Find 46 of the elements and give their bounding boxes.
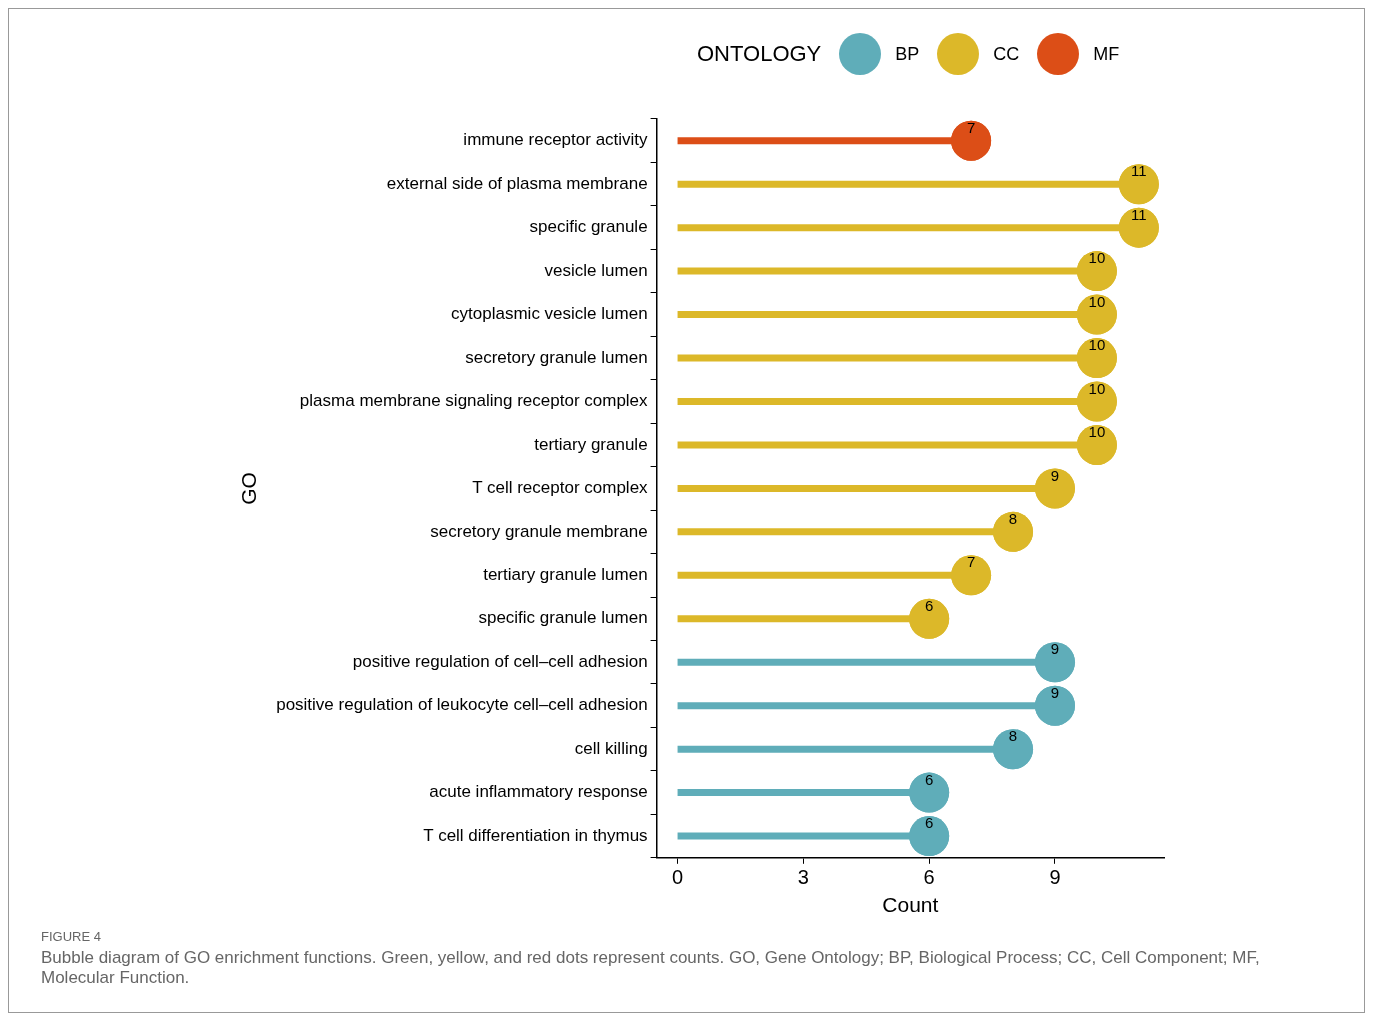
y-tick-label: immune receptor activity [463,130,649,150]
y-tick-label: plasma membrane signaling receptor complex [299,391,649,411]
y-tick-label: positive regulation of cell–cell adhesion [352,651,648,671]
data-label: 8 [1008,727,1018,745]
data-label: 10 [1088,379,1106,397]
data-label: 11 [1131,162,1147,180]
y-tick-label: secretory granule membrane [430,521,648,541]
data-label: 11 [1131,205,1147,223]
text: Bubble diagram of GO enrichment functions. Green, yellow, and red dots represent counts. GO, Gene Ontology; BP, Biological Process; CC, Cell Component; MF, Molecular Function. [41,948,1261,988]
data-label: 9 [1050,683,1060,701]
y-tick-label: T cell receptor complex [472,478,649,498]
legend-label: CC [993,43,1020,65]
data-label: 6 [925,770,934,788]
legend-title: ONTOLOGY [697,41,822,67]
x-axis-title: Count [882,893,939,917]
data-label: 10 [1088,336,1106,354]
y-tick-label: cell killing [574,738,648,758]
x-tick-label: 6 [923,866,935,889]
data-label: 9 [1050,640,1060,658]
data-label: 10 [1088,423,1106,441]
data-label: 6 [925,814,934,832]
y-tick-label: acute inflammatory response [429,782,648,802]
data-label: 10 [1088,249,1106,267]
data-label: 8 [1008,510,1018,527]
y-tick-label: tertiary granule [534,434,648,454]
data-label: 7 [966,118,976,136]
y-tick-label: external side of plasma membrane [386,173,648,193]
legend-label: BP [895,43,920,65]
caption: FIGURE 4 [41,929,102,944]
y-tick-label: tertiary granule lumen [483,565,648,585]
y-tick-label: cytoplasmic vesicle lumen [451,304,648,324]
data-label: 7 [966,553,976,571]
data-label: 6 [925,596,934,614]
legend-label: MF [1093,43,1120,65]
data-label: 9 [1050,466,1060,484]
x-tick-label: 0 [672,866,684,889]
y-tick-label: positive regulation of leukocyte cell–cell adhesion [276,695,648,715]
y-tick-label: secretory granule lumen [465,347,648,367]
data-label: 10 [1088,292,1106,310]
y-axis-title: GO [237,472,261,505]
y-tick-label: specific granule lumen [478,608,648,628]
x-tick-label: 3 [797,866,809,889]
y-tick-label: T cell differentiation in thymus [423,825,648,845]
x-tick-label: 9 [1049,866,1061,889]
y-tick-label: vesicle lumen [544,260,648,280]
y-tick-label: specific granule [529,217,648,237]
